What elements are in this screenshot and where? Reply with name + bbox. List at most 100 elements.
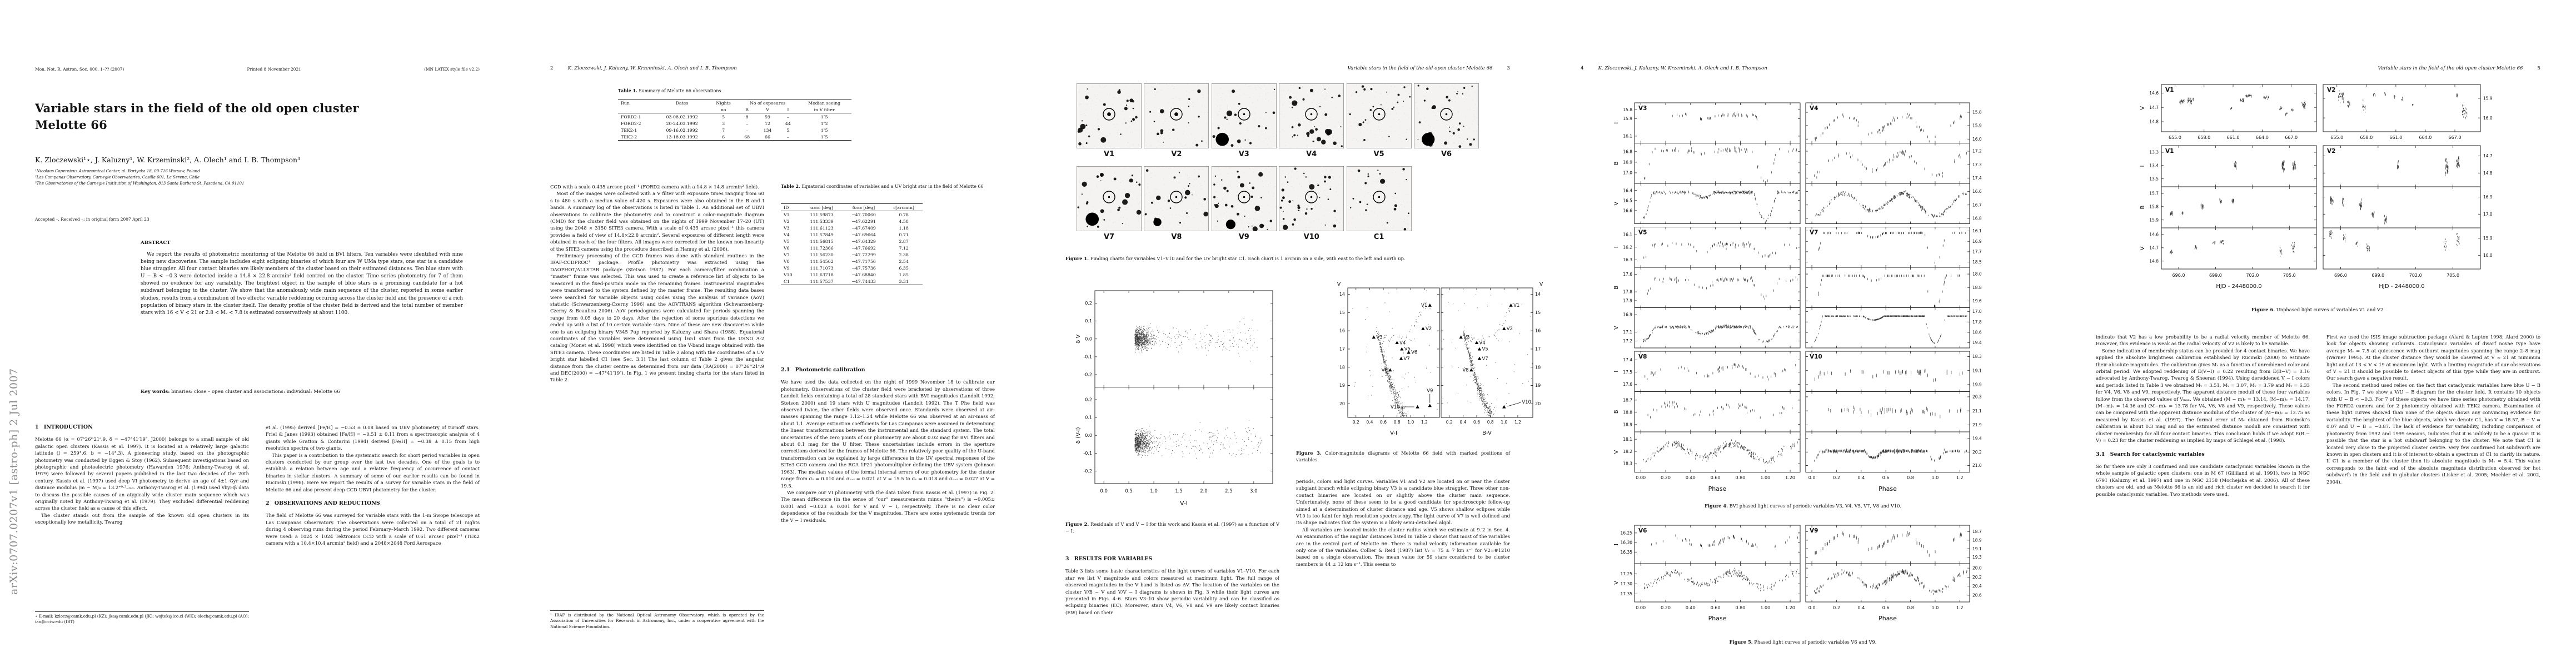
svg-text:655.0: 655.0	[2169, 135, 2181, 140]
p1-column-left: 1 INTRODUCTION Melotte 66 (α = 07ʰ26ᵐ21ˢ…	[35, 424, 249, 608]
svg-text:15.9: 15.9	[2149, 217, 2159, 222]
svg-text:V9: V9	[1427, 389, 1433, 394]
page-number: 4	[1581, 66, 1584, 71]
svg-text:18.9: 18.9	[1623, 422, 1632, 427]
svg-text:17.3: 17.3	[1972, 162, 1982, 167]
email-footnote: ⋆ E-mail: kzlocz@camk.edu.pl (KZ); jka@c…	[35, 611, 249, 625]
table2-caption: Table 2. Equatorial coordinates of varia…	[781, 184, 984, 189]
svg-text:B: B	[1613, 410, 1620, 414]
svg-text:18.3: 18.3	[1972, 354, 1982, 359]
intro-paragraph-3: et al. (1995) derived [Fe/H] = −0.53 ± 0…	[266, 425, 480, 451]
svg-text:16.6: 16.6	[1972, 189, 1982, 194]
svg-text:0.2: 0.2	[1353, 420, 1359, 425]
page-5: Variable stars in the field of the old o…	[2061, 0, 2576, 667]
svg-text:16.9: 16.9	[1623, 160, 1632, 165]
svg-text:15.9: 15.9	[1972, 123, 1982, 128]
svg-text:0.80: 0.80	[1736, 475, 1746, 480]
results-paragraph-1: Table 3 lists some basic characteristics…	[1065, 568, 1279, 615]
membership-paragraph-2: Some indication of membership status can…	[2096, 347, 2310, 444]
svg-text:V4: V4	[1479, 340, 1486, 346]
obs-paragraph-3: Most of the images were collected with a…	[550, 191, 764, 252]
svg-text:20.0: 20.0	[1972, 566, 1982, 571]
svg-text:0.0: 0.0	[1085, 336, 1092, 341]
svg-text:V3: V3	[1463, 335, 1469, 340]
svg-text:699.0: 699.0	[2209, 273, 2222, 278]
svg-text:0.4: 0.4	[1857, 605, 1865, 610]
results-paragraph-3: All variables are located inside the clu…	[1296, 526, 1510, 567]
svg-text:20: 20	[1339, 401, 1345, 406]
p1-column-right: et al. (1995) derived [Fe/H] = −0.53 ± 0…	[266, 424, 480, 664]
accepted-line: Accepted –. Received –; in original form…	[35, 217, 150, 222]
svg-text:15.9: 15.9	[1623, 116, 1632, 121]
svg-text:15.7: 15.7	[2149, 191, 2159, 196]
svg-text:14.7: 14.7	[2483, 153, 2493, 158]
svg-text:V-I: V-I	[1390, 430, 1397, 436]
figure-3-caption: Figure 3. Color-magnitude diagrams of Me…	[1296, 450, 1511, 462]
svg-text:I: I	[1613, 122, 1620, 124]
svg-text:16.30: 16.30	[1621, 540, 1633, 545]
finding-chart-label-V1: V1	[1103, 150, 1115, 158]
svg-text:0.0: 0.0	[1085, 433, 1092, 438]
svg-text:16.0: 16.0	[2483, 116, 2493, 121]
svg-text:18.0: 18.0	[1972, 272, 1982, 277]
svg-text:Phase: Phase	[1708, 615, 1727, 622]
cv-paragraph-3: The second method used relies on the fac…	[2326, 382, 2540, 485]
svg-text:V: V	[1613, 450, 1620, 454]
svg-text:19.3: 19.3	[1972, 555, 1982, 560]
svg-text:1.20: 1.20	[1785, 475, 1795, 480]
svg-text:15: 15	[1339, 310, 1345, 315]
svg-text:667.0: 667.0	[2285, 135, 2298, 140]
svg-text:16.5: 16.5	[1623, 198, 1632, 203]
svg-text:V1: V1	[1513, 303, 1519, 308]
svg-text:V: V	[1337, 281, 1341, 287]
svg-text:0.40: 0.40	[1686, 605, 1696, 610]
svg-text:Phase: Phase	[1879, 485, 1897, 492]
svg-text:18.8: 18.8	[1623, 410, 1632, 415]
svg-text:1.2: 1.2	[1956, 605, 1964, 610]
affiliations: ¹Nicolaus Copernicus Astronomical Center…	[35, 168, 480, 187]
svg-text:14.8: 14.8	[2483, 171, 2493, 176]
svg-text:17.0: 17.0	[2483, 212, 2493, 217]
svg-text:17.6: 17.6	[1623, 382, 1632, 387]
svg-text:HJD - 2448000.0: HJD - 2448000.0	[2379, 283, 2424, 290]
svg-text:0.60: 0.60	[1711, 475, 1721, 480]
svg-text:1.00: 1.00	[1760, 475, 1770, 480]
page-1: arXiv:0707.0207v1 [astro-ph] 2 Jul 2007 …	[0, 0, 515, 667]
svg-text:V9: V9	[1810, 527, 1818, 534]
finding-chart-V2	[1144, 83, 1209, 148]
svg-text:0.80: 0.80	[1736, 605, 1746, 610]
section-3-heading: 3 RESULTS FOR VARIABLES	[1065, 556, 1153, 562]
svg-text:1.2: 1.2	[1956, 475, 1964, 480]
style-file: (MN LATEX style file v2.2)	[424, 67, 480, 72]
svg-text:17.6: 17.6	[1623, 272, 1632, 277]
svg-text:V1: V1	[1421, 303, 1427, 308]
svg-text:16.25: 16.25	[1621, 530, 1633, 535]
svg-text:0.0: 0.0	[1100, 489, 1108, 494]
svg-text:-0.1: -0.1	[1083, 354, 1092, 359]
svg-text:V: V	[1539, 281, 1543, 287]
finding-chart-label-C1: C1	[1373, 233, 1384, 241]
svg-text:Phase: Phase	[1708, 485, 1727, 492]
svg-text:I: I	[1613, 371, 1620, 372]
svg-text:1.0: 1.0	[1501, 420, 1507, 425]
abstract-heading: ABSTRACT	[141, 240, 171, 246]
membership-paragraph-1: indicate that V2 has a low probability t…	[2096, 334, 2310, 347]
p3-column-left: 3 RESULTS FOR VARIABLES Table 3 lists so…	[1065, 556, 1279, 664]
page-2: 2 K. Zloczewski, J. Kaluzny, W. Krzeminsk…	[515, 0, 1030, 667]
svg-text:HJD - 2448000.0: HJD - 2448000.0	[2216, 283, 2261, 290]
svg-text:705.0: 705.0	[2447, 273, 2459, 278]
svg-text:19.1: 19.1	[1972, 546, 1982, 551]
running-authors: K. Zloczewski, J. Kaluzny, W. Krzeminski…	[567, 66, 737, 71]
svg-text:0.60: 0.60	[1711, 605, 1721, 610]
finding-chart-label-V8: V8	[1171, 233, 1182, 241]
svg-text:18.7: 18.7	[1623, 397, 1632, 402]
svg-text:19.6: 19.6	[1972, 298, 1982, 303]
svg-text:0.4: 0.4	[1459, 420, 1466, 425]
svg-text:0.6: 0.6	[1473, 420, 1480, 425]
svg-text:V2: V2	[2327, 87, 2335, 93]
svg-text:V6: V6	[1411, 350, 1417, 356]
svg-text:V5: V5	[1482, 347, 1488, 352]
svg-text:0.6: 0.6	[1882, 605, 1890, 610]
